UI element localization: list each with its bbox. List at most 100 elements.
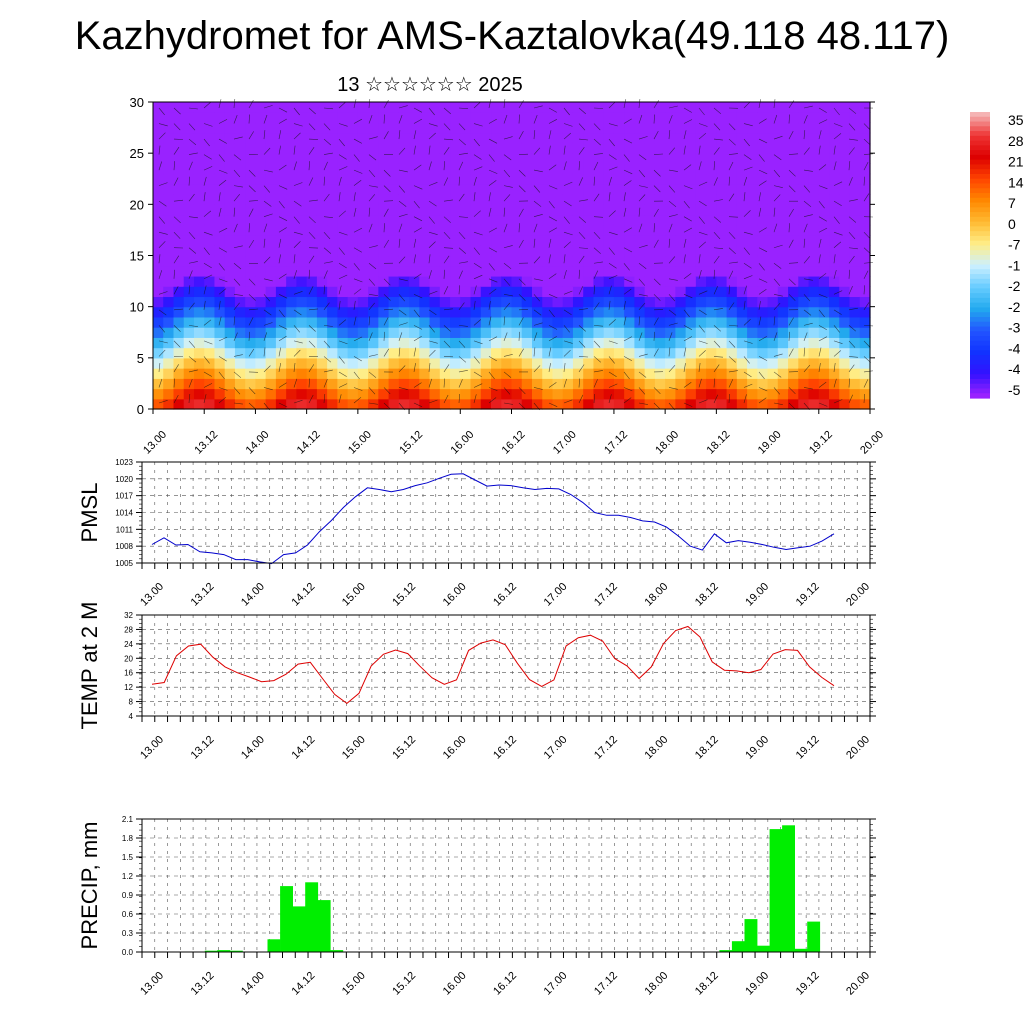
heatmap-cell: [491, 163, 502, 175]
heatmap-cell: [798, 357, 810, 369]
wind-barb: [248, 185, 256, 193]
wind-barb: [173, 107, 181, 115]
heatmap-cell: [306, 255, 318, 267]
heatmap-cell: [839, 347, 851, 359]
heatmap-cell: [316, 112, 328, 124]
heatmap-cell: [173, 163, 185, 175]
wind-barb: [608, 356, 615, 364]
heatmap-cell: [654, 142, 666, 154]
heatmap-cell: [562, 316, 574, 328]
heatmap-cell: [552, 316, 564, 328]
heatmap-cell: [593, 132, 605, 144]
pmsl-chart-x-tick-label: 17.12: [592, 581, 620, 609]
heatmap-cell: [265, 235, 277, 246]
heatmap-cell: [173, 224, 185, 236]
heatmap-cell: [460, 337, 472, 349]
wind-barb: [188, 232, 196, 240]
heatmap-cell: [327, 316, 338, 328]
wind-barb: [233, 354, 243, 357]
wind-barb: [788, 239, 794, 248]
heatmap-cell: [153, 286, 164, 298]
heatmap-cell: [163, 102, 175, 113]
precip-bar: [305, 882, 319, 952]
wind-barb: [473, 247, 480, 255]
heatmap-cell: [378, 378, 390, 390]
heatmap-cell: [818, 316, 830, 328]
wind-barb: [818, 164, 827, 171]
heatmap-cell: [491, 224, 502, 236]
wind-barb: [638, 371, 647, 378]
heatmap-cell: [255, 296, 267, 308]
heatmap-cell: [808, 224, 820, 236]
heatmap-cell: [654, 337, 666, 349]
heatmap-cell: [542, 337, 554, 349]
wind-barb: [338, 319, 347, 326]
heatmap-cell: [429, 265, 441, 277]
wind-barb: [773, 154, 782, 161]
heatmap-cell: [296, 194, 308, 205]
colorbar-swatch: [970, 278, 990, 285]
wind-barb: [518, 331, 520, 341]
heatmap-cell: [583, 194, 595, 205]
heatmap-cell: [859, 388, 871, 400]
wind-barb: [458, 261, 468, 264]
colorbar-swatch: [970, 250, 990, 256]
wind-barb: [338, 176, 342, 186]
heatmap-cell: [460, 255, 472, 267]
wind-barb: [188, 247, 197, 254]
heatmap-cell: [153, 163, 164, 175]
heatmap-cell: [347, 368, 359, 379]
heatmap-cell: [491, 132, 502, 144]
heatmap-cell: [839, 388, 851, 400]
heatmap-cell: [829, 296, 840, 308]
wind-barb: [563, 200, 572, 207]
wind-barb: [638, 136, 648, 140]
wind-barb: [578, 107, 586, 115]
heatmap-cell: [829, 204, 840, 216]
heatmap-cell: [624, 316, 636, 328]
heatmap-cell: [460, 306, 472, 318]
heatmap-cell: [613, 224, 625, 236]
heatmap-cell: [480, 255, 492, 267]
wind-barb: [758, 118, 767, 124]
wind-barb: [233, 185, 243, 188]
wind-barb: [503, 194, 511, 202]
heatmap-cell: [368, 163, 379, 175]
wind-barb: [473, 176, 477, 186]
wind-barb: [638, 114, 643, 124]
wind-barb: [848, 147, 855, 155]
heatmap-cell: [583, 275, 595, 287]
heatmap-cell: [470, 214, 482, 226]
wind-barb: [488, 316, 492, 326]
heatmap-cell: [613, 306, 625, 318]
wind-barb: [473, 210, 481, 217]
heatmap-cell: [357, 112, 369, 124]
heatmap-cell: [398, 368, 410, 379]
heatmap-cell: [480, 183, 492, 195]
heatmap-cell: [234, 327, 246, 338]
wind-barb: [158, 325, 166, 333]
heatmap-cell: [183, 245, 195, 257]
heatmap-cell: [767, 368, 779, 379]
wind-barb: [713, 285, 718, 295]
wind-barb: [563, 161, 567, 171]
heatmap-cell: [829, 142, 840, 154]
heatmap-cell: [808, 183, 820, 195]
heatmap-cell: [316, 327, 328, 338]
cross-section-x-tick-label: 14.12: [295, 429, 323, 457]
heatmap-cell: [665, 327, 676, 338]
heatmap-cell: [542, 224, 554, 236]
wind-barb: [773, 294, 783, 297]
y-tick-label: 0.9: [122, 891, 134, 900]
wind-barb: [668, 130, 671, 140]
heatmap-cell: [491, 286, 502, 298]
heatmap-cell: [439, 378, 451, 390]
heatmap-cell: [419, 347, 431, 359]
heatmap-cell: [736, 122, 748, 134]
wind-barb: [278, 402, 288, 408]
heatmap-cell: [368, 347, 379, 359]
heatmap-cell: [839, 337, 851, 349]
heatmap-cell: [706, 204, 717, 216]
wind-barb: [773, 402, 783, 405]
wind-barb: [158, 145, 161, 155]
